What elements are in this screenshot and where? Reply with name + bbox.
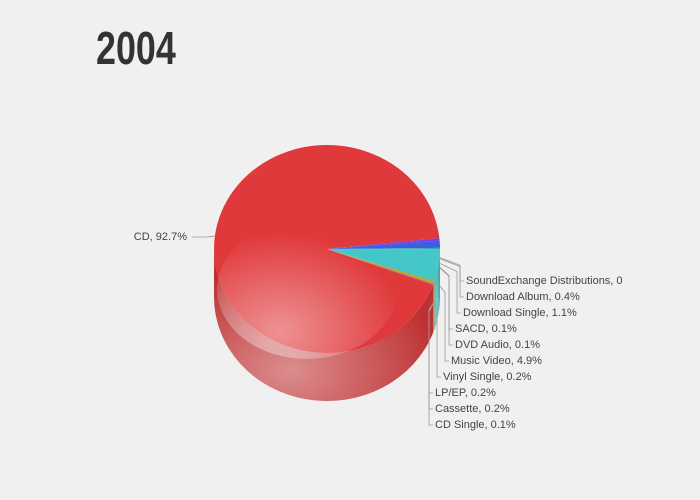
data-label: SoundExchange Distributions, 0 [466,275,623,287]
data-label: Cassette, 0.2% [435,403,510,415]
leader-line [439,263,461,314]
data-label: CD, 92.7% [134,231,187,243]
data-label: LP/EP, 0.2% [435,387,496,399]
leader-line [438,284,449,362]
leader-line [428,303,434,426]
data-label: SACD, 0.1% [455,323,517,335]
leader-line [434,300,441,378]
slice-side-highlight [434,249,440,329]
top-highlight [217,219,397,359]
data-label: DVD Audio, 0.1% [455,339,540,351]
chart-title: 2004 [96,23,176,74]
slice-side-highlight [214,249,433,402]
leader-line [439,267,453,330]
data-label: Vinyl Single, 0.2% [443,371,532,383]
data-label: CD Single, 0.1% [435,419,516,431]
slice [327,248,441,250]
leader-line [439,267,453,346]
leader-line [439,258,464,298]
leader-line [192,235,215,238]
data-label: Download Single, 1.1% [463,307,577,319]
data-label: Download Album, 0.4% [466,291,580,303]
data-label: Music Video, 4.9% [451,355,542,367]
